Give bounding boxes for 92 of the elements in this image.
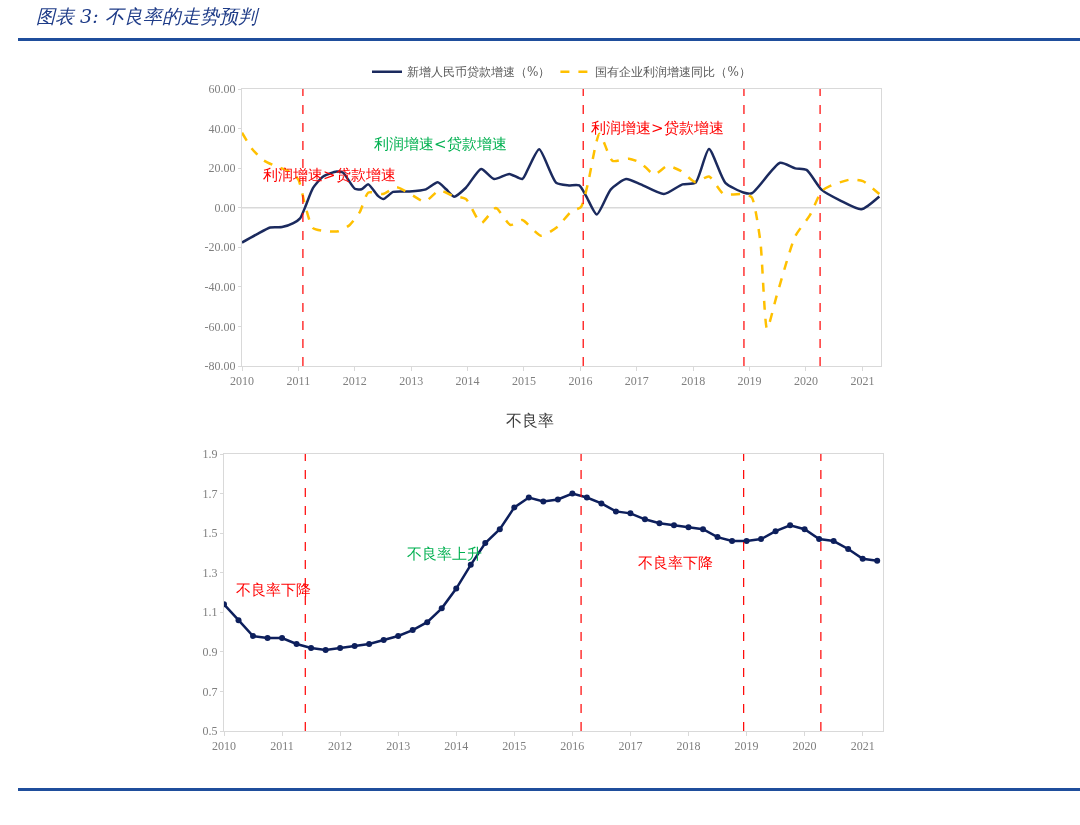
point <box>525 494 532 501</box>
point <box>569 490 576 497</box>
point <box>583 494 590 501</box>
point <box>308 644 315 651</box>
point <box>801 526 808 533</box>
point <box>627 510 634 517</box>
y-tick-label: 1.3 <box>202 565 218 580</box>
point <box>395 633 402 640</box>
annotation: 不良率下降 <box>638 554 713 572</box>
point <box>366 640 373 647</box>
point <box>264 635 271 642</box>
point <box>685 524 692 531</box>
y-tick-label: 1.9 <box>202 447 218 462</box>
y-tick-label: 0.9 <box>202 645 218 660</box>
x-tick-label: 2011 <box>270 739 294 754</box>
x-tick-label: 2010 <box>230 374 254 389</box>
point <box>496 526 503 533</box>
point <box>337 644 344 651</box>
chart-title: 不良率 <box>506 411 554 431</box>
point <box>380 636 387 643</box>
y-tick-label: -80.00 <box>204 359 236 374</box>
x-tick-label: 2018 <box>676 739 701 754</box>
y-tick-label: 1.7 <box>202 486 218 501</box>
point <box>540 498 547 505</box>
point <box>482 540 489 547</box>
point <box>554 496 561 503</box>
x-tick-label: 2021 <box>850 374 875 389</box>
y-tick-label: 1.5 <box>202 526 218 541</box>
y-tick-label: -20.00 <box>204 240 236 255</box>
point <box>467 561 474 568</box>
point <box>351 642 358 649</box>
x-tick-label: 2020 <box>792 739 817 754</box>
point <box>641 516 648 523</box>
point <box>670 522 677 529</box>
legend-label: 国有企业利润增速同比（%） <box>595 65 751 80</box>
y-tick-label: 60.00 <box>208 82 236 97</box>
point <box>729 538 736 545</box>
x-tick-label: 2016 <box>560 739 585 754</box>
point <box>279 635 286 642</box>
point <box>656 520 663 527</box>
point <box>772 528 779 535</box>
point <box>758 536 765 543</box>
point <box>598 500 605 507</box>
x-tick-label: 2020 <box>793 374 818 389</box>
point <box>453 585 460 592</box>
y-tick-label: 40.00 <box>208 121 236 136</box>
point <box>612 508 619 515</box>
x-tick-label: 2018 <box>681 374 706 389</box>
x-tick-label: 2017 <box>624 374 649 389</box>
annotation: 利润增速<贷款增速 <box>374 135 507 153</box>
x-tick-label: 2012 <box>328 739 353 754</box>
point <box>409 627 416 634</box>
x-tick-label: 2014 <box>455 374 480 389</box>
x-tick-label: 2010 <box>212 739 236 754</box>
x-tick-label: 2014 <box>444 739 469 754</box>
y-tick-label: 20.00 <box>208 161 236 176</box>
y-tick-label: 1.1 <box>202 605 218 620</box>
x-tick-label: 2015 <box>511 374 536 389</box>
point <box>235 617 242 624</box>
x-tick-label: 2021 <box>850 739 875 754</box>
point <box>511 504 518 511</box>
y-tick-label: 0.00 <box>214 200 236 215</box>
point <box>714 534 721 541</box>
point <box>293 640 300 647</box>
point <box>816 536 823 543</box>
point <box>700 526 707 533</box>
x-tick-label: 2013 <box>399 374 424 389</box>
x-tick-label: 2013 <box>386 739 411 754</box>
y-tick-label: 0.7 <box>202 684 218 699</box>
point <box>424 619 431 626</box>
x-tick-label: 2012 <box>342 374 367 389</box>
x-tick-label: 2019 <box>737 374 762 389</box>
point <box>743 538 750 545</box>
point <box>830 538 837 545</box>
point <box>438 605 445 612</box>
x-tick-label: 2011 <box>286 374 311 389</box>
point <box>859 555 866 562</box>
point <box>874 557 881 564</box>
point <box>250 633 257 640</box>
x-tick-label: 2015 <box>502 739 527 754</box>
annotation: 利润增速>贷款增速 <box>591 119 724 137</box>
y-tick-label: -60.00 <box>204 319 236 334</box>
y-tick-label: -40.00 <box>204 280 236 295</box>
point <box>787 522 794 529</box>
legend-label: 新增人民币贷款增速（%） <box>407 65 551 80</box>
point <box>845 545 852 552</box>
y-tick-label: 0.5 <box>202 724 218 739</box>
x-tick-label: 2017 <box>618 739 643 754</box>
point <box>322 646 329 653</box>
x-tick-label: 2019 <box>734 739 759 754</box>
x-tick-label: 2016 <box>568 374 593 389</box>
annotation: 不良率下降 <box>236 581 311 599</box>
